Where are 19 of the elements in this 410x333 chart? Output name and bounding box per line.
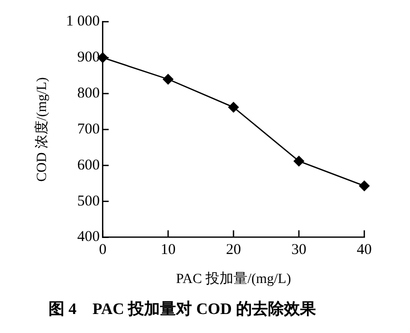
point [228,102,239,113]
y-tick-label: 400 [77,229,100,246]
x-tick-label: 0 [98,242,106,258]
x-tick-label: 10 [160,242,176,258]
point [162,74,174,85]
x-axis-title: PAC 投加量/(mg/L) [176,270,292,287]
y-tick-label: 900 [77,50,100,66]
y-tick-label: 600 [77,157,100,174]
y-tick-label: 1 000 [66,14,100,30]
y-tick-label: 700 [77,121,100,138]
y-axis-title: COD 浓度/(mg/L) [34,76,50,182]
point [358,180,370,192]
point [293,156,304,167]
x-tick-label: 30 [291,242,306,258]
x-tick-label: 20 [226,242,241,258]
x-tick-label: 40 [356,242,372,258]
y-tick-label: 800 [77,86,100,102]
text: 图 4 PAC 投加量对 COD 的去除效果 [48,300,317,318]
y-tick-label: 500 [77,193,100,210]
